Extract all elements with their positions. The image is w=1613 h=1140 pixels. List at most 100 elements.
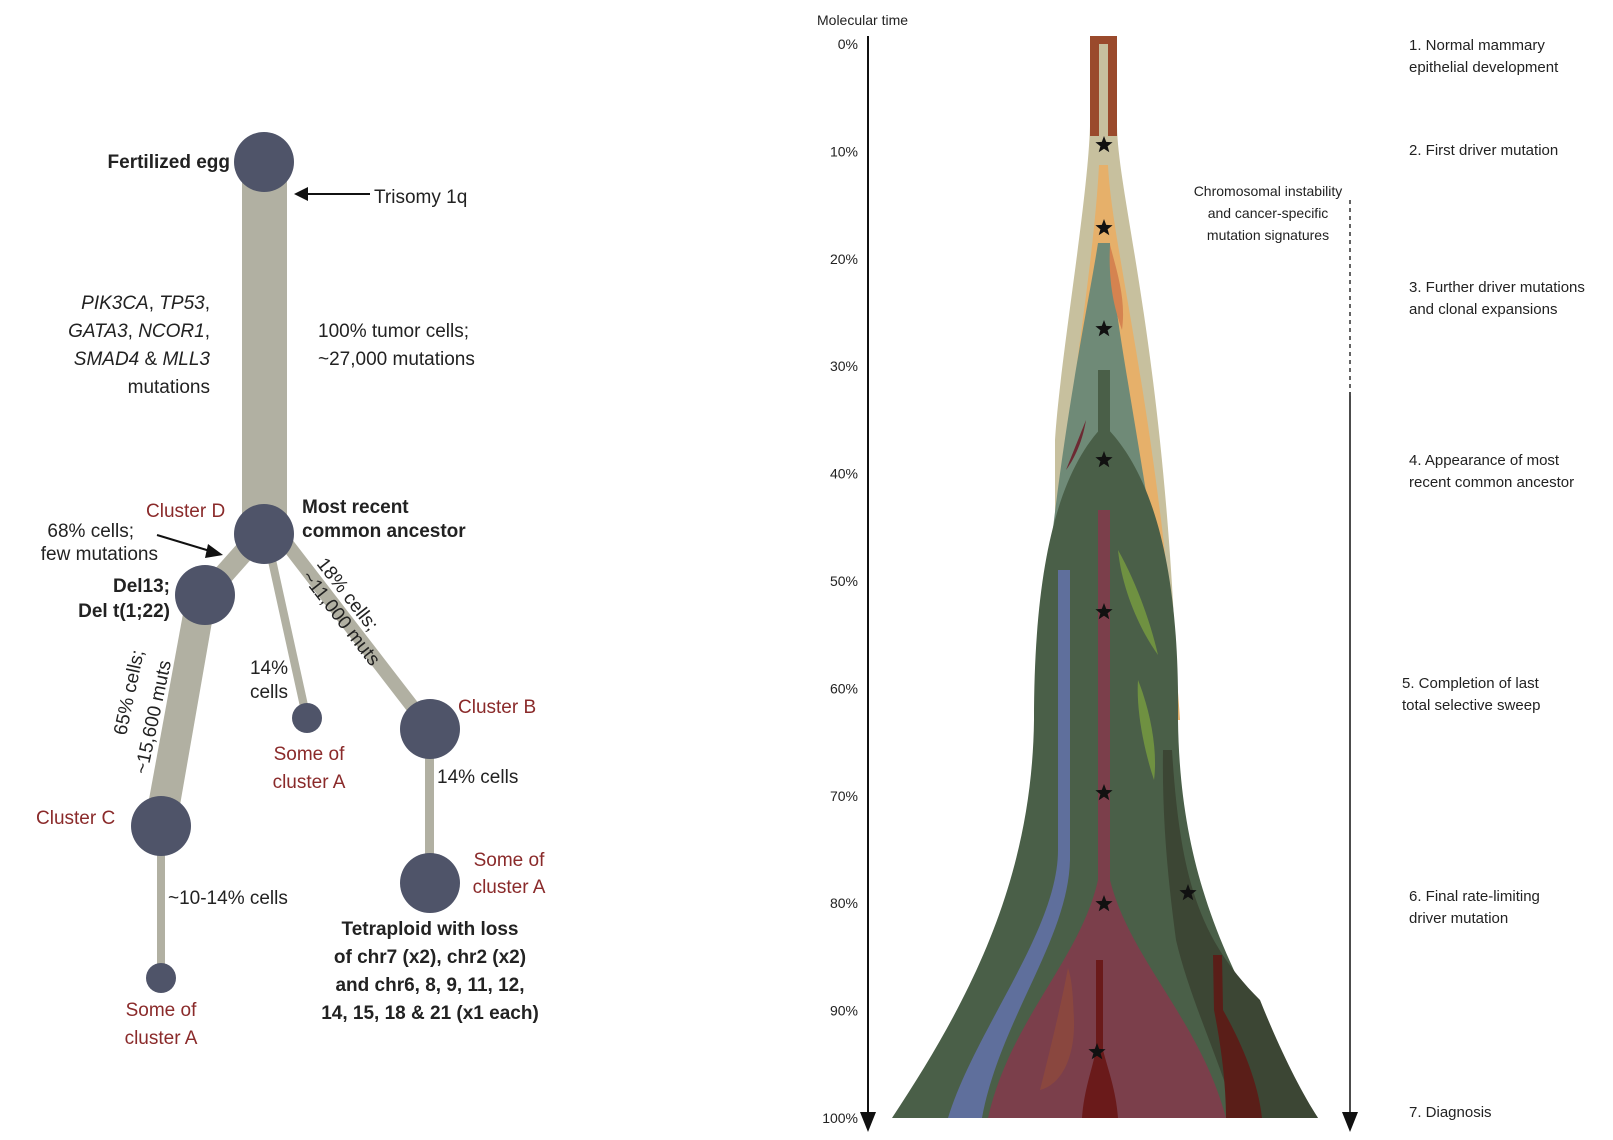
stage-label: and clonal expansions [1409,301,1557,318]
tick-label: 70% [830,788,858,804]
label-mrca-line1: Most recent [302,497,409,518]
tick-label: 10% [830,143,858,159]
label-some-a-left-1: Some of [126,1000,197,1021]
label-genes-line3: SMAD4 & MLL3 [74,349,211,370]
label-tumor-mutations: ~27,000 mutations [318,349,475,370]
tick-label: 40% [830,466,858,482]
branch-to-cluster-b [266,521,436,733]
cin-arrowhead [1342,1112,1358,1132]
label-tetraploid-2: of chr7 (x2), chr2 (x2) [334,947,526,968]
clone-swirl-orange [1109,245,1124,330]
label-genes-line4: mutations [128,377,210,398]
time-axis-arrowhead [860,1112,876,1132]
driver-mutation-star-icon [1095,603,1113,620]
driver-mutation-star-icon [1095,784,1113,801]
node-some-a-left [146,963,176,993]
label-tetraploid-4: 14, 15, 18 & 21 (x1 each) [321,1003,539,1024]
label-cluster-d: Cluster D [146,501,225,522]
clone-leaf-green-1 [1118,550,1158,655]
node-fertilized-egg [234,132,294,192]
label-some-a-mid-1: Some of [274,744,345,765]
node-cluster-c [131,796,191,856]
cluster-d-arrowhead [205,544,223,558]
label-genes-line1: PIK3CA, TP53, [81,293,210,314]
driver-mutation-star-icon [1095,895,1113,912]
stage-label: 1. Normal mammary [1409,37,1545,54]
tick-label: 20% [830,251,858,267]
clone-dark-red-core [1082,960,1118,1118]
tick-label: 0% [838,36,858,52]
label-del-t: Del t(1;22) [78,601,170,622]
label-cluster-c: Cluster C [36,808,115,829]
label-d-cells: 68% cells; [47,521,134,542]
node-mrca [234,504,294,564]
stage-label: total selective sweep [1402,697,1540,714]
label-c-child-cells: ~10-14% cells [168,888,288,909]
stage-label: 7. Diagnosis [1409,1104,1492,1121]
label-genes-line2: GATA3, NCOR1, [68,321,210,342]
stage-label: driver mutation [1409,910,1508,927]
label-some-a-mid-2: cluster A [273,772,346,793]
driver-mutation-star-icon [1095,451,1113,468]
clone-leaf-darkred [1066,420,1086,470]
clone-swirl-brown [1040,968,1075,1090]
label-tumor-cells: 100% tumor cells; [318,321,469,342]
node-cluster-d [175,565,235,625]
stage-label: 6. Final rate-limiting [1409,888,1540,905]
label-some-a-left-2: cluster A [125,1028,198,1049]
phylogenetic-tree: Fertilized egg Trisomy 1q PIK3CA, TP53, … [36,132,546,1049]
driver-mutation-star-icon [1088,1043,1106,1060]
label-del13: Del13; [113,576,170,597]
label-cluster-b: Cluster B [458,697,536,718]
time-axis-ticks: 0% 10% 20% 30% 40% 50% 60% 70% 80% 90% 100% [822,36,858,1126]
branch-to-some-a-mid [262,532,310,716]
trunk-branch [242,162,287,528]
driver-mutation-star-icon [1095,219,1113,236]
driver-mutation-star-icon [1179,884,1197,901]
clone-leaf-green-2 [1137,680,1156,780]
label-cin-3: mutation signatures [1207,227,1329,243]
clone-maroon-right [1213,955,1262,1118]
label-tetraploid-3: and chr6, 8, 9, 11, 12, [335,975,524,996]
node-cluster-b [400,699,460,759]
label-mrca-line2: common ancestor [302,521,466,542]
stage-label: 2. First driver mutation [1409,142,1558,159]
tick-label: 80% [830,895,858,911]
tick-label: 30% [830,358,858,374]
branch-to-cluster-c [145,592,216,828]
label-tetraploid-1: Tetraploid with loss [342,919,519,940]
label-some-a-right-2: cluster A [473,877,546,898]
stage-labels: 1. Normal mammary epithelial development 2… [1402,37,1585,1121]
molecular-timeline: Molecular time 0% 10% 20% 30% 40% 50% 60% 70% 80… [817,12,1585,1132]
label-b-child-cells: 14% cells [437,767,518,788]
label-cin-2: and cancer-specific [1208,205,1329,221]
label-mid-percent: 14% [250,658,288,679]
stage-label: epithelial development [1409,59,1559,76]
stage-label: 4. Appearance of most [1409,452,1560,469]
tick-label: 60% [830,680,858,696]
stage-label: 5. Completion of last [1402,675,1540,692]
clone-blue [948,570,1070,1118]
driver-mutation-stars [1088,136,1197,1060]
branch-c-to-some-a [157,826,165,978]
node-some-a-mid [292,703,322,733]
label-d-mutations: few mutations [41,544,158,565]
cluster-d-arrow [156,534,211,552]
driver-mutation-star-icon [1095,320,1113,337]
clone-red [988,510,1226,1118]
tick-label: 50% [830,573,858,589]
label-some-a-right-1: Some of [474,850,545,871]
clone-green-column [1098,370,1110,470]
label-trisomy: Trisomy 1q [374,187,467,208]
clonal-fish-plot [892,36,1318,1118]
tick-label: 90% [830,1003,858,1019]
node-some-a-right [400,853,460,913]
axis-title: Molecular time [817,12,908,28]
clone-early-core [1099,44,1108,136]
label-fertilized-egg: Fertilized egg [108,152,230,173]
branch-b-to-some-a [425,729,434,883]
stage-label: 3. Further driver mutations [1409,279,1585,296]
tick-label: 100% [822,1110,858,1126]
